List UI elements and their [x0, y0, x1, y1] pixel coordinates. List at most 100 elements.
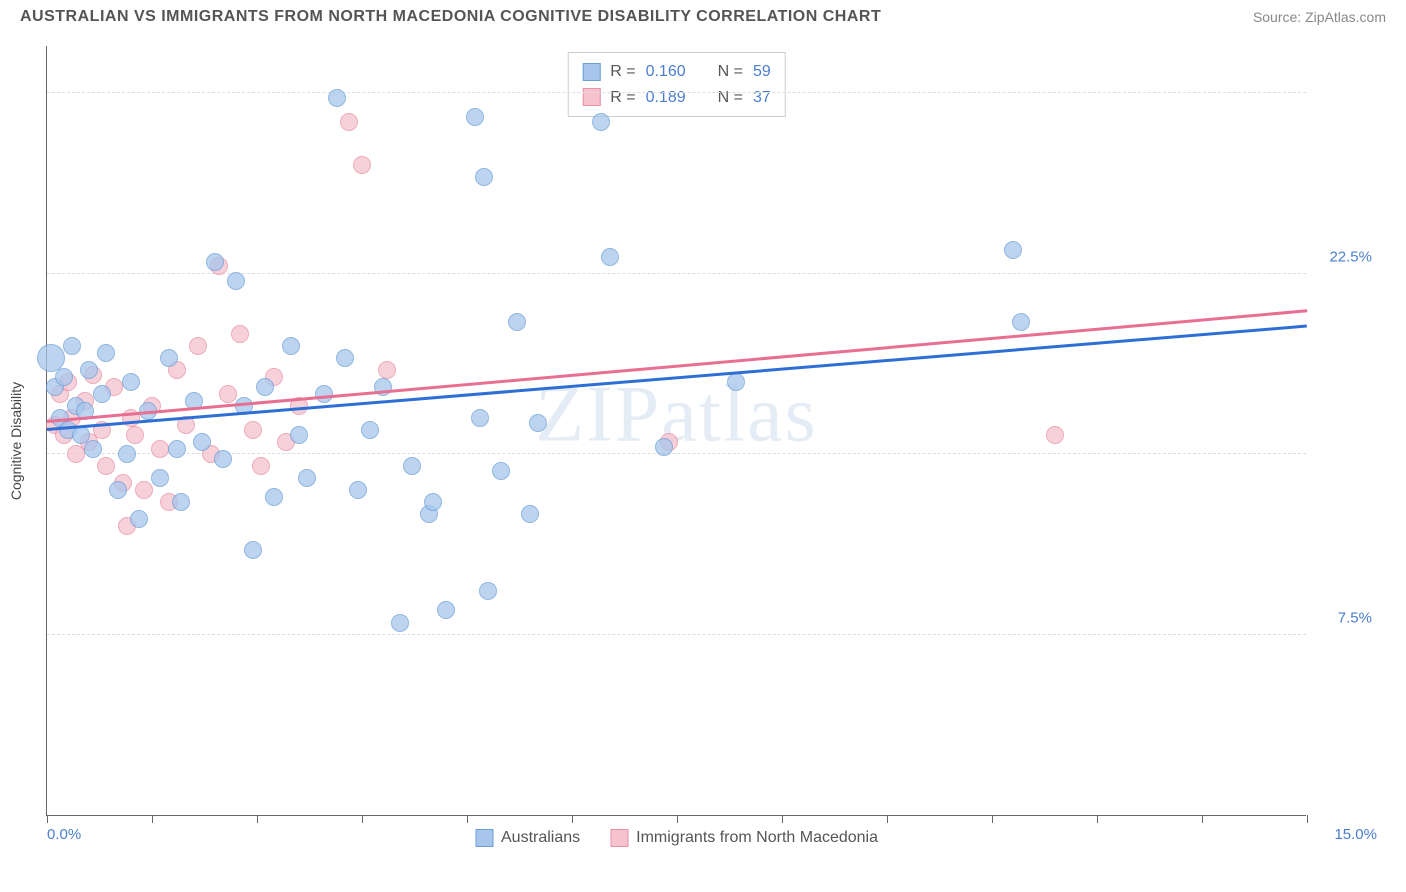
y-axis-label: Cognitive Disability: [8, 382, 24, 500]
scatter-point-b: [252, 457, 270, 475]
scatter-point-b: [97, 457, 115, 475]
scatter-point-a: [492, 462, 510, 480]
r-label: R =: [610, 59, 635, 85]
scatter-point-b: [219, 385, 237, 403]
x-tick: [782, 815, 783, 823]
scatter-point-a: [403, 457, 421, 475]
scatter-point-a: [256, 378, 274, 396]
scatter-point-a: [727, 373, 745, 391]
gridline-h: [47, 634, 1306, 635]
scatter-point-a: [466, 108, 484, 126]
x-tick: [47, 815, 48, 823]
r-value-a: 0.160: [646, 59, 686, 85]
legend-item-a: Australians: [475, 829, 580, 847]
x-tick: [467, 815, 468, 823]
scatter-point-a: [1012, 313, 1030, 331]
scatter-point-a: [63, 337, 81, 355]
scatter-point-a: [206, 253, 224, 271]
scatter-point-a: [298, 469, 316, 487]
x-tick: [1202, 815, 1203, 823]
scatter-point-a: [282, 337, 300, 355]
stats-row-a: R = 0.160 N = 59: [582, 59, 771, 85]
scatter-point-a: [655, 438, 673, 456]
scatter-point-b: [244, 421, 262, 439]
scatter-point-a: [172, 493, 190, 511]
n-value-b: 37: [753, 85, 771, 111]
scatter-point-b: [151, 440, 169, 458]
scatter-point-b: [1046, 426, 1064, 444]
scatter-point-a: [361, 421, 379, 439]
scatter-point-b: [189, 337, 207, 355]
scatter-point-a: [193, 433, 211, 451]
gridline-h: [47, 453, 1306, 454]
swatch-a: [582, 63, 600, 81]
scatter-point-a: [118, 445, 136, 463]
scatter-point-b: [135, 481, 153, 499]
watermark: ZIPatlas: [535, 370, 818, 461]
scatter-point-a: [227, 272, 245, 290]
scatter-point-b: [353, 156, 371, 174]
scatter-point-a: [592, 113, 610, 131]
r-label: R =: [610, 85, 635, 111]
scatter-point-a: [55, 368, 73, 386]
bottom-legend: Australians Immigrants from North Macedo…: [475, 829, 878, 847]
scatter-point-a: [93, 385, 111, 403]
plot-area: ZIPatlas R = 0.160 N = 59 R = 0.189 N = …: [46, 46, 1306, 816]
scatter-point-a: [160, 349, 178, 367]
x-tick: [152, 815, 153, 823]
scatter-point-b: [126, 426, 144, 444]
chart-title: AUSTRALIAN VS IMMIGRANTS FROM NORTH MACE…: [20, 8, 881, 26]
scatter-point-a: [508, 313, 526, 331]
x-tick: [362, 815, 363, 823]
r-value-b: 0.189: [646, 85, 686, 111]
scatter-point-a: [391, 614, 409, 632]
scatter-point-a: [424, 493, 442, 511]
scatter-point-a: [290, 426, 308, 444]
scatter-point-a: [437, 601, 455, 619]
swatch-b: [610, 829, 628, 847]
scatter-point-a: [1004, 241, 1022, 259]
chart-container: Cognitive Disability ZIPatlas R = 0.160 …: [46, 46, 1386, 836]
source-attribution: Source: ZipAtlas.com: [1253, 9, 1386, 25]
y-tick-label: 7.5%: [1312, 609, 1372, 626]
n-label: N =: [718, 85, 743, 111]
n-value-a: 59: [753, 59, 771, 85]
scatter-point-a: [471, 409, 489, 427]
scatter-point-a: [601, 248, 619, 266]
x-tick: [677, 815, 678, 823]
scatter-point-a: [130, 510, 148, 528]
scatter-point-a: [265, 488, 283, 506]
swatch-a: [475, 829, 493, 847]
x-tick-label: 0.0%: [47, 826, 81, 843]
y-tick-label: 22.5%: [1312, 248, 1372, 265]
swatch-b: [582, 88, 600, 106]
x-tick: [1097, 815, 1098, 823]
scatter-point-a: [479, 582, 497, 600]
legend-item-b: Immigrants from North Macedonia: [610, 829, 878, 847]
scatter-point-a: [328, 89, 346, 107]
scatter-point-a: [80, 361, 98, 379]
x-tick: [887, 815, 888, 823]
stats-legend-box: R = 0.160 N = 59 R = 0.189 N = 37: [567, 52, 786, 117]
x-tick-label: 15.0%: [1334, 826, 1377, 843]
scatter-point-a: [84, 440, 102, 458]
scatter-point-b: [340, 113, 358, 131]
scatter-point-a: [151, 469, 169, 487]
scatter-point-a: [475, 168, 493, 186]
stats-row-b: R = 0.189 N = 37: [582, 85, 771, 111]
scatter-point-a: [349, 481, 367, 499]
scatter-point-a: [97, 344, 115, 362]
scatter-point-b: [231, 325, 249, 343]
scatter-point-a: [521, 505, 539, 523]
scatter-point-a: [315, 385, 333, 403]
x-tick: [257, 815, 258, 823]
scatter-point-a: [529, 414, 547, 432]
scatter-point-b: [378, 361, 396, 379]
scatter-point-a: [244, 541, 262, 559]
x-tick: [1307, 815, 1308, 823]
scatter-point-a: [214, 450, 232, 468]
scatter-point-a: [336, 349, 354, 367]
x-tick: [992, 815, 993, 823]
n-label: N =: [718, 59, 743, 85]
scatter-point-a: [122, 373, 140, 391]
